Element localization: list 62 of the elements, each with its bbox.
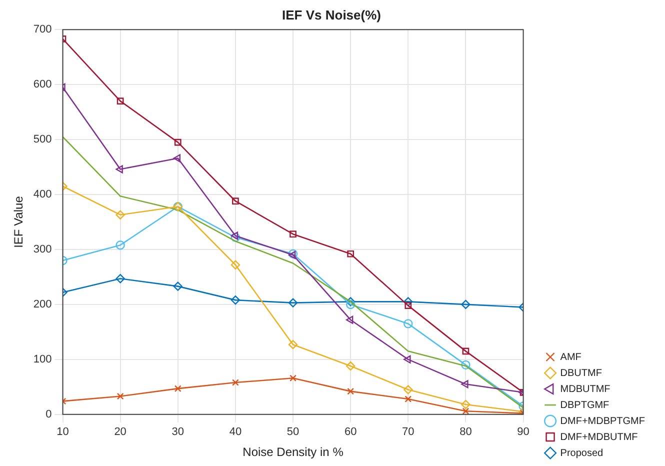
point: [173, 154, 180, 162]
point: [347, 250, 354, 258]
x-tick-label: 90: [517, 426, 530, 438]
point: [404, 302, 412, 309]
point: [116, 392, 124, 400]
point: [232, 379, 239, 386]
point: [116, 165, 123, 174]
point: [462, 408, 470, 414]
point: [461, 380, 468, 388]
legend-label: DBUTMF: [560, 368, 602, 379]
point: [116, 240, 125, 250]
legend-label: DMF+MDBUTMF: [560, 432, 638, 443]
y-tick-label: 400: [33, 188, 52, 201]
x-tick-label: 80: [460, 426, 472, 438]
point: [116, 98, 124, 104]
point: [346, 300, 356, 310]
y-tick-label: 300: [33, 244, 52, 256]
point: [232, 198, 239, 205]
y-tick-label: 200: [33, 298, 52, 310]
point: [174, 138, 182, 146]
y-axis-title: IEF Value: [12, 196, 26, 248]
point: [230, 295, 240, 305]
x-tick-label: 50: [286, 426, 300, 438]
point: [290, 230, 296, 238]
x-tick-label: 30: [172, 426, 184, 438]
y-tick-label: 100: [33, 353, 52, 366]
point: [346, 361, 356, 371]
point: [288, 298, 298, 308]
x-tick-label: 20: [114, 426, 126, 438]
point: [462, 348, 470, 355]
point: [116, 274, 125, 284]
point: [461, 300, 470, 310]
point: [230, 260, 240, 270]
point: [173, 282, 182, 291]
point: [346, 316, 354, 324]
legend-label: DMF+MDBPTGMF: [560, 416, 645, 427]
x-tick-label: 70: [402, 426, 414, 438]
point: [346, 297, 356, 306]
point: [461, 400, 470, 410]
x-tick-label: 10: [56, 426, 69, 438]
y-tick-label: 700: [33, 24, 52, 36]
point: [290, 374, 296, 382]
point: [461, 360, 470, 370]
y-tick-label: 0: [46, 408, 52, 420]
point: [404, 385, 413, 394]
y-tick-label: 600: [33, 78, 52, 91]
point: [404, 355, 411, 364]
point: [347, 388, 354, 395]
point: [174, 385, 182, 392]
point: [288, 340, 298, 350]
point: [116, 210, 125, 220]
legend-label: MDBUTMF: [560, 384, 610, 395]
chart-title: IEF Vs Noise(%): [282, 7, 381, 22]
legend-label: AMF: [560, 352, 582, 363]
legend-label: DBPTGMF: [560, 400, 610, 411]
point: [404, 319, 413, 328]
x-axis-title: Noise Density in %: [242, 445, 344, 460]
x-tick-label: 60: [344, 426, 357, 438]
legend-label: Proposed: [560, 448, 604, 459]
y-tick-label: 500: [33, 134, 52, 146]
x-tick-label: 40: [229, 426, 242, 438]
point: [404, 396, 412, 402]
